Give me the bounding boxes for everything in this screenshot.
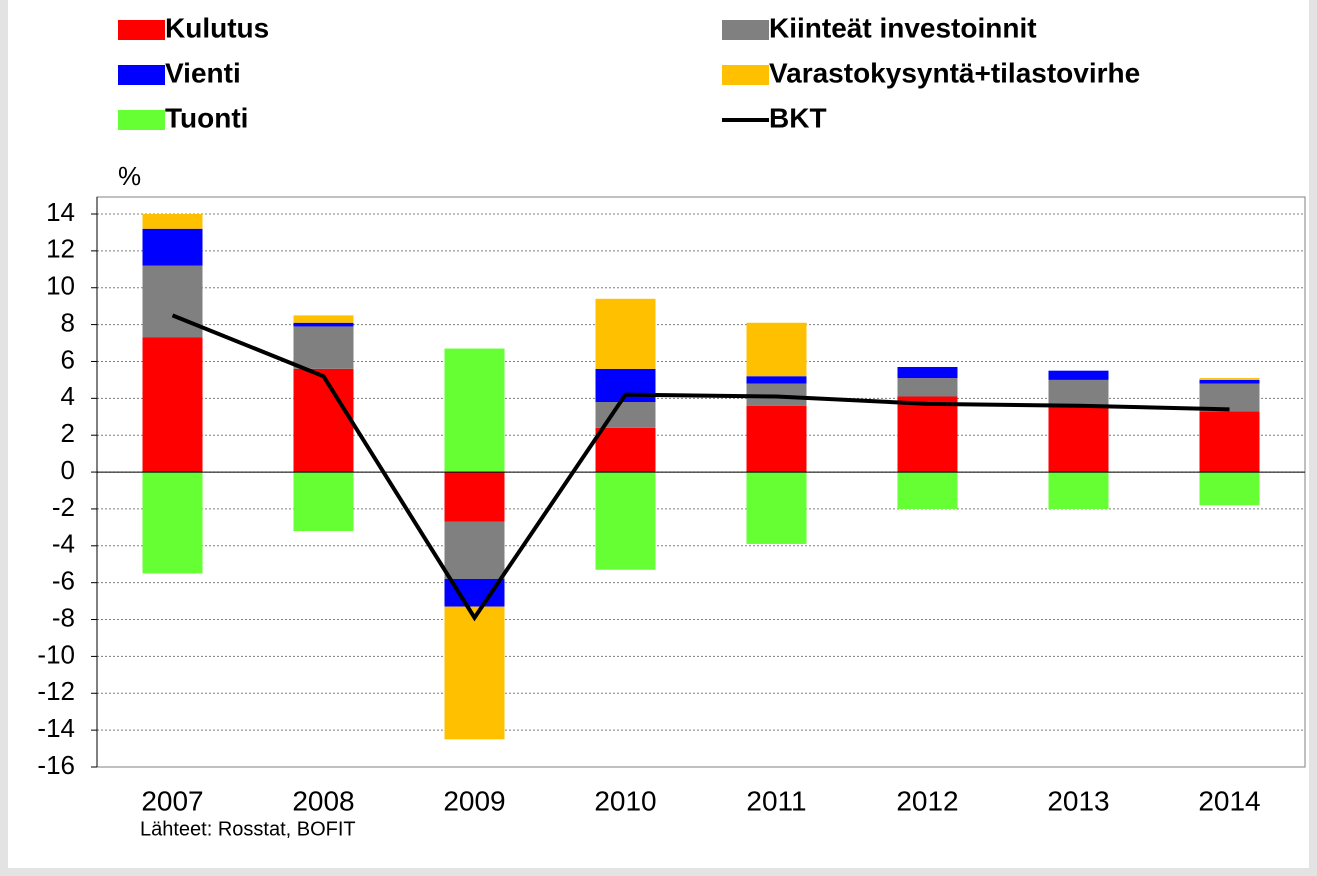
legend-label: Tuonti <box>165 102 248 133</box>
bar <box>746 322 807 377</box>
bar <box>1048 379 1109 406</box>
bar <box>746 376 807 384</box>
y-tick-label: -8 <box>52 602 75 632</box>
bar <box>444 472 505 522</box>
bar <box>1199 411 1260 473</box>
y-tick-label: -14 <box>37 713 75 743</box>
bar <box>1048 370 1109 380</box>
y-tick-label: 6 <box>61 344 75 374</box>
y-axis-label: % <box>118 161 141 191</box>
x-tick-label: 2010 <box>594 785 656 816</box>
y-tick-label: 12 <box>46 234 75 264</box>
y-tick-label: 14 <box>46 197 75 227</box>
bar <box>444 521 505 579</box>
bar <box>1048 472 1109 509</box>
legend-marker <box>118 20 165 40</box>
x-tick-label: 2008 <box>292 785 354 816</box>
y-tick-label: 0 <box>61 455 75 485</box>
y-tick-label: 10 <box>46 271 75 301</box>
bar <box>293 315 354 323</box>
bar <box>897 366 958 379</box>
bar <box>595 298 656 369</box>
legend-marker <box>722 20 769 40</box>
y-tick-label: 8 <box>61 307 75 337</box>
x-tick-label: 2009 <box>443 785 505 816</box>
legend-label: BKT <box>769 102 827 133</box>
bar <box>1199 378 1260 380</box>
bar <box>746 405 807 473</box>
legend-marker <box>118 110 165 130</box>
bar <box>897 378 958 397</box>
bar <box>142 472 203 574</box>
x-tick-label: 2014 <box>1198 785 1260 816</box>
legend-label: Vienti <box>165 57 241 88</box>
y-tick-label: -10 <box>37 639 75 669</box>
y-tick-label: -4 <box>52 529 75 559</box>
line <box>171 313 1230 622</box>
bar <box>897 472 958 509</box>
bar <box>1199 383 1260 412</box>
legend-marker <box>118 65 165 85</box>
bar <box>1048 405 1109 473</box>
bar <box>142 214 203 229</box>
y-tick-label: -6 <box>52 566 75 596</box>
bar <box>293 368 354 473</box>
bar <box>595 427 656 473</box>
bar <box>444 606 505 740</box>
bar <box>595 472 656 570</box>
y-tick-label: -2 <box>52 492 75 522</box>
bar <box>746 472 807 544</box>
y-tick-label: -16 <box>37 750 75 780</box>
legend-label: Varastokysyntä+tilastovirhe <box>769 57 1140 88</box>
bar <box>293 472 354 532</box>
bar <box>1199 379 1260 384</box>
x-tick-label: 2013 <box>1047 785 1109 816</box>
y-tick-label: 2 <box>61 418 75 448</box>
x-tick-label: 2012 <box>896 785 958 816</box>
legend-marker <box>722 65 769 85</box>
bar <box>1199 472 1260 506</box>
y-tick-label: 4 <box>61 381 75 411</box>
bar <box>897 396 958 473</box>
legend-label: Kiinteät investoinnit <box>769 12 1037 43</box>
bar <box>293 326 354 369</box>
bar <box>444 348 505 473</box>
bar <box>142 337 203 473</box>
bar <box>293 322 354 327</box>
bar <box>142 265 203 338</box>
bar <box>142 228 203 266</box>
y-tick-label: -12 <box>37 676 75 706</box>
source: Lähteet: Rosstat, BOFIT <box>140 818 356 840</box>
x-tick-label: 2011 <box>746 785 806 816</box>
x-tick-label: 2007 <box>141 785 203 816</box>
legend-label: Kulutus <box>165 12 269 43</box>
